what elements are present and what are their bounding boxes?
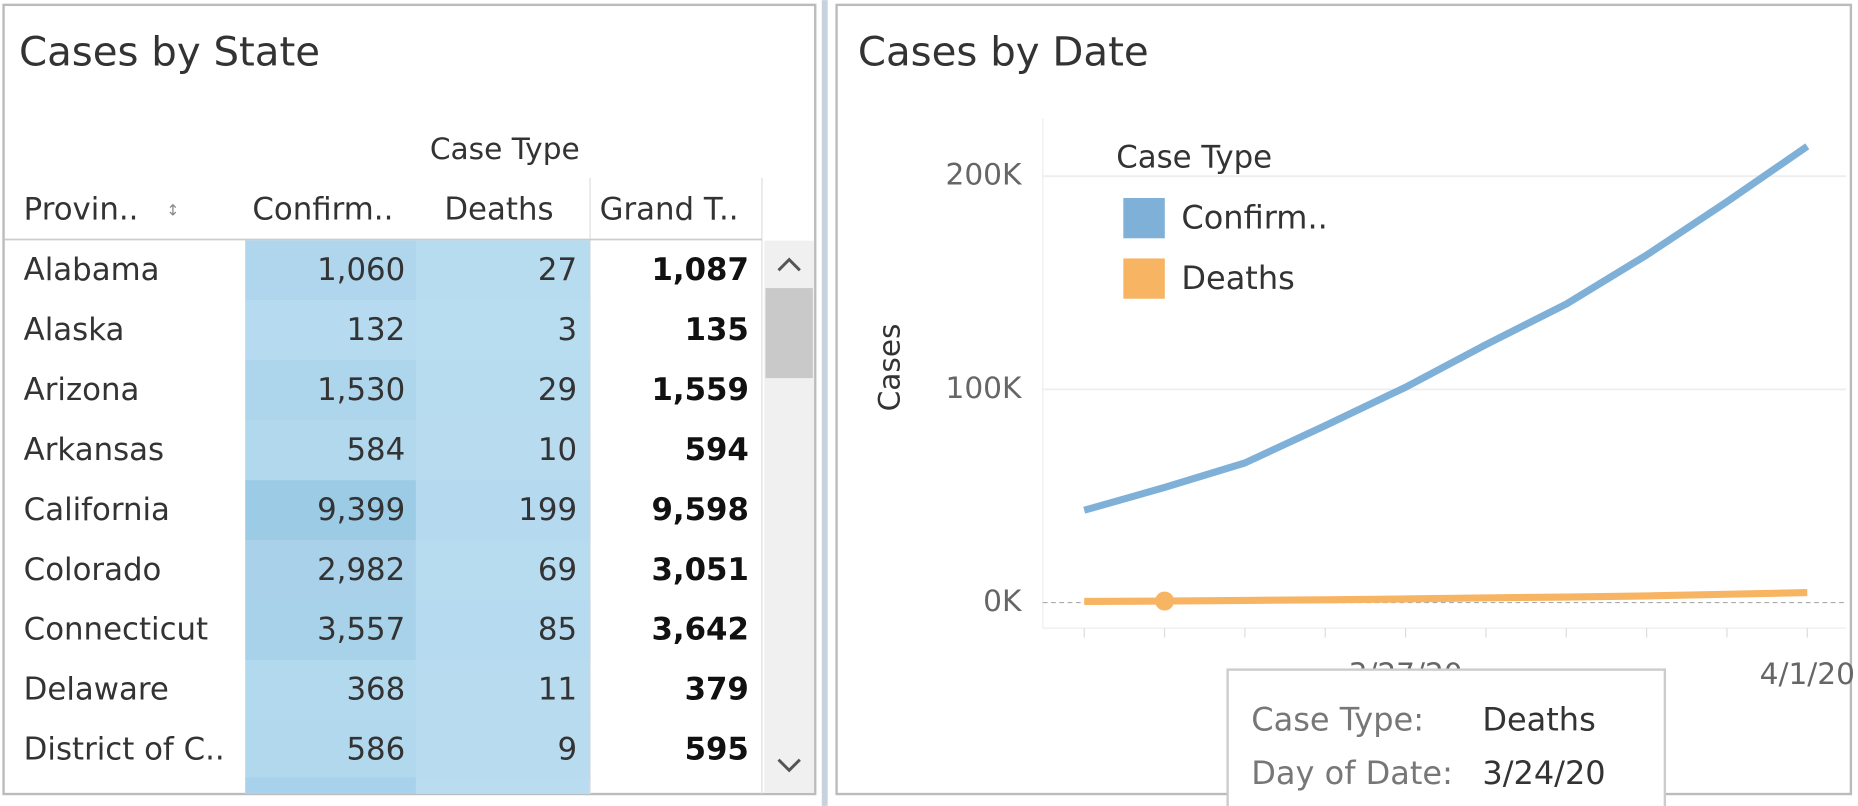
- cell-value: 3,557: [317, 612, 405, 648]
- tooltip-key: Case Type:: [1251, 701, 1424, 739]
- partial-row: [245, 777, 416, 795]
- column-header[interactable]: Provin..: [24, 192, 139, 228]
- cell-value: 9,399: [317, 492, 405, 528]
- cell-value: 595: [685, 732, 749, 768]
- cell-value: 85: [538, 612, 577, 648]
- heat-cell: [245, 600, 416, 661]
- legend-swatch[interactable]: [1123, 258, 1165, 299]
- cell-value: 9: [557, 732, 577, 768]
- cell-value: 69: [538, 552, 577, 588]
- cell-value: 135: [685, 312, 749, 348]
- cell-value: 1,559: [651, 372, 748, 408]
- cell-value: 586: [346, 732, 405, 768]
- heat-cell: [415, 360, 591, 421]
- tooltip-value: Deaths: [1482, 701, 1595, 739]
- cell-value: 368: [346, 672, 405, 708]
- column-header[interactable]: Confirm..: [252, 192, 393, 228]
- heat-cell: [415, 660, 591, 720]
- cell-value: 27: [538, 252, 577, 288]
- column-header[interactable]: Grand T..: [600, 192, 739, 228]
- cell-value: 11: [538, 672, 577, 708]
- column-group: Case Type: [430, 132, 580, 166]
- row-label: Arkansas: [24, 432, 164, 468]
- y-tick-label: 0K: [983, 584, 1023, 618]
- y-axis-label: Cases: [873, 324, 907, 412]
- cell-value: 29: [538, 372, 577, 408]
- cell-value: 1,060: [317, 252, 405, 288]
- row-label: California: [24, 492, 170, 528]
- cell-value: 9,598: [651, 492, 748, 528]
- heat-cell: [415, 480, 591, 541]
- cell-value: 379: [685, 672, 749, 708]
- heat-cell: [245, 660, 416, 720]
- cell-value: 199: [518, 492, 577, 528]
- heat-cell: [245, 300, 416, 361]
- highlight-point[interactable]: [1155, 591, 1175, 611]
- panel-title: Cases by State: [19, 30, 320, 76]
- heat-cell: [415, 600, 591, 661]
- heat-cell: [245, 420, 416, 481]
- cell-value: 584: [346, 432, 405, 468]
- row-label: Colorado: [24, 552, 162, 588]
- heat-cell: [415, 719, 591, 780]
- series-line: [1083, 143, 1810, 514]
- heat-cell: [415, 540, 591, 601]
- table: Provin.. Confirm.. Deaths Grand T.. ↕ Alabama…: [4, 177, 815, 795]
- cell-value: 594: [685, 432, 749, 468]
- sort-icon[interactable]: ↕: [167, 202, 180, 220]
- heat-cell: [415, 240, 591, 301]
- row-label: Connecticut: [24, 612, 208, 648]
- chart-title: Cases by Date: [858, 30, 1149, 76]
- heat-cell: [415, 300, 591, 361]
- tooltip: [1226, 668, 1667, 806]
- row-label: Alaska: [24, 312, 125, 348]
- heat-cell: [245, 540, 416, 601]
- cell-value: 1,530: [317, 372, 405, 408]
- heat-cell: [245, 480, 416, 541]
- legend-label[interactable]: Confirm..: [1181, 198, 1327, 236]
- scroll-up[interactable]: [777, 257, 801, 272]
- cell-value: 3: [557, 312, 577, 348]
- tooltip-key: Day of Date:: [1251, 754, 1453, 792]
- heat-cell: [245, 240, 416, 301]
- heat-cell: [245, 360, 416, 421]
- cell-value: 1,087: [651, 252, 748, 288]
- legend-title: Case Type: [1116, 139, 1272, 175]
- row-label: Delaware: [24, 672, 169, 708]
- x-tick-label: 4/1/20: [1760, 657, 1855, 691]
- tooltip-value: 3/24/20: [1482, 754, 1605, 792]
- heat-cell: [415, 420, 591, 481]
- column-header[interactable]: Deaths: [444, 192, 553, 228]
- series-line: [1084, 588, 1808, 605]
- row-label: District of C..: [24, 732, 225, 768]
- cell-value: 2,982: [317, 552, 405, 588]
- legend-swatch[interactable]: [1123, 198, 1165, 239]
- scroll-down[interactable]: [777, 758, 801, 773]
- legend-label[interactable]: Deaths: [1181, 259, 1294, 297]
- scroll-thumb[interactable]: [765, 288, 813, 379]
- cell-value: 10: [538, 432, 577, 468]
- y-tick-label: 100K: [945, 371, 1023, 405]
- row-label: Arizona: [24, 372, 140, 408]
- cell-value: 132: [346, 312, 405, 348]
- row-label: Alabama: [24, 252, 160, 288]
- heat-cell: [245, 719, 416, 780]
- cell-value: 3,051: [651, 552, 748, 588]
- y-tick-label: 200K: [945, 158, 1023, 192]
- cell-value: 3,642: [651, 612, 748, 648]
